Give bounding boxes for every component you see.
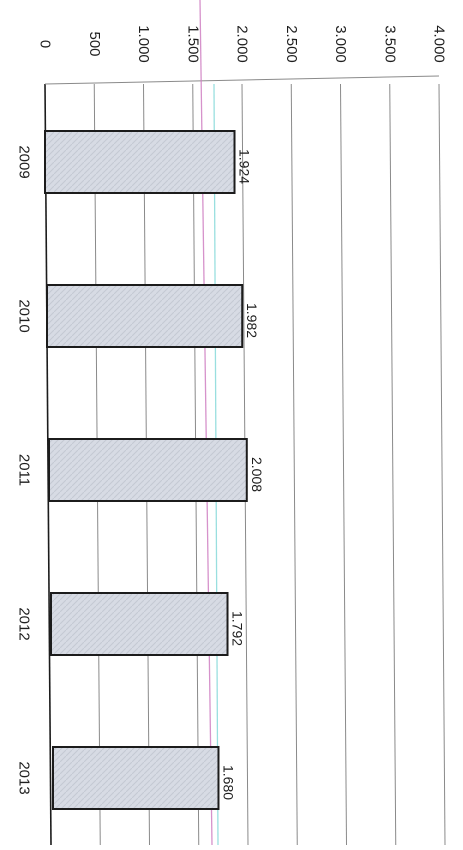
gridline	[340, 83, 347, 846]
data-label-2012: 1.792	[230, 611, 246, 646]
marker-line-pink	[199, 0, 213, 846]
tick-label: 1.000	[135, 25, 152, 63]
data-label-2011: 2.008	[249, 457, 265, 492]
category-labels: 2009 2010 2011 2012 2013	[16, 145, 33, 794]
tick-label: 3.500	[381, 25, 398, 63]
tick-labels: 0 500 1.000 1.500 2.000 2.500 3.000 3.500 4.000	[37, 25, 448, 63]
tick-label: 4.000	[431, 25, 448, 63]
bar-2012	[50, 592, 229, 656]
category-label-2012: 2012	[16, 607, 33, 640]
data-label-2009: 1.924	[237, 149, 253, 184]
gridline	[389, 83, 397, 846]
tick-label: 500	[86, 31, 103, 56]
bars	[44, 130, 248, 810]
bar-2013	[52, 746, 220, 810]
category-label-2010: 2010	[16, 299, 33, 332]
bar-2009	[44, 130, 236, 194]
gridline	[438, 83, 446, 846]
bar-2010	[46, 284, 244, 348]
tick-label: 3.000	[332, 25, 349, 63]
data-labels: 1.924 1.982 2.008 1.792 1.680	[220, 149, 264, 800]
tick-label: 1.500	[184, 25, 201, 63]
tick-label: 2.000	[234, 25, 251, 63]
bar-2011	[48, 438, 248, 502]
category-label-2013: 2013	[16, 761, 33, 794]
tick-label: 0	[37, 40, 54, 48]
grid-layer	[44, 0, 446, 846]
tick-label: 2.500	[283, 25, 300, 63]
category-label-2011: 2011	[16, 454, 33, 486]
data-label-2013: 1.680	[220, 765, 236, 800]
gridline	[290, 83, 298, 846]
category-label-2009: 2009	[16, 145, 33, 178]
data-label-2010: 1.982	[244, 303, 260, 338]
plot-top-border	[44, 75, 440, 85]
